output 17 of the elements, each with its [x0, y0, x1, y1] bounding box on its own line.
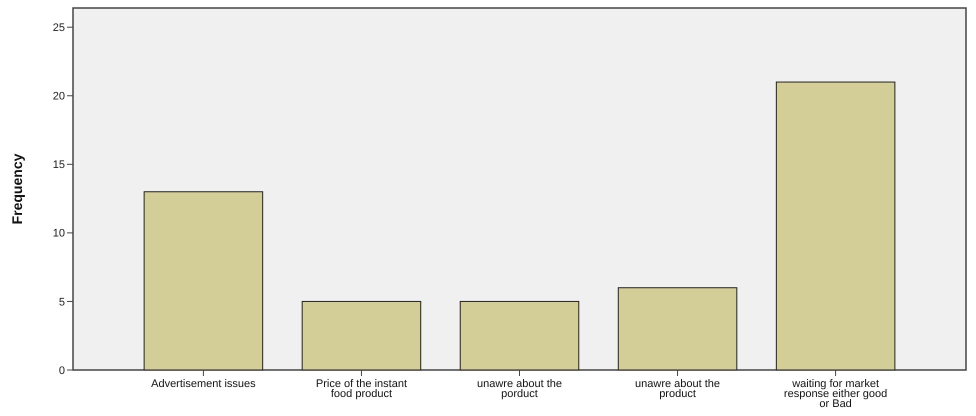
- bar: [144, 191, 264, 370]
- bar: [618, 287, 738, 370]
- x-tick-label: unawre about the product: [635, 378, 720, 400]
- y-tick-label: 25: [52, 22, 65, 34]
- bar: [776, 82, 896, 370]
- x-tick-label: waiting for market response either good or Bad: [784, 378, 888, 410]
- x-tick-label: unawre about the porduct: [476, 378, 562, 400]
- y-tick-label: 10: [52, 228, 65, 240]
- bar: [302, 300, 422, 370]
- y-tick-label: 15: [52, 159, 65, 172]
- x-tick-label: Price of the instant food product: [316, 378, 407, 400]
- y-tick-label: 5: [58, 296, 65, 308]
- y-axis-title: Frequency: [9, 153, 25, 224]
- x-tick-label: Advertisement issues: [151, 378, 256, 390]
- y-tick-label: 20: [52, 90, 65, 103]
- bar: [460, 300, 580, 370]
- y-tick-label: 0: [58, 364, 65, 377]
